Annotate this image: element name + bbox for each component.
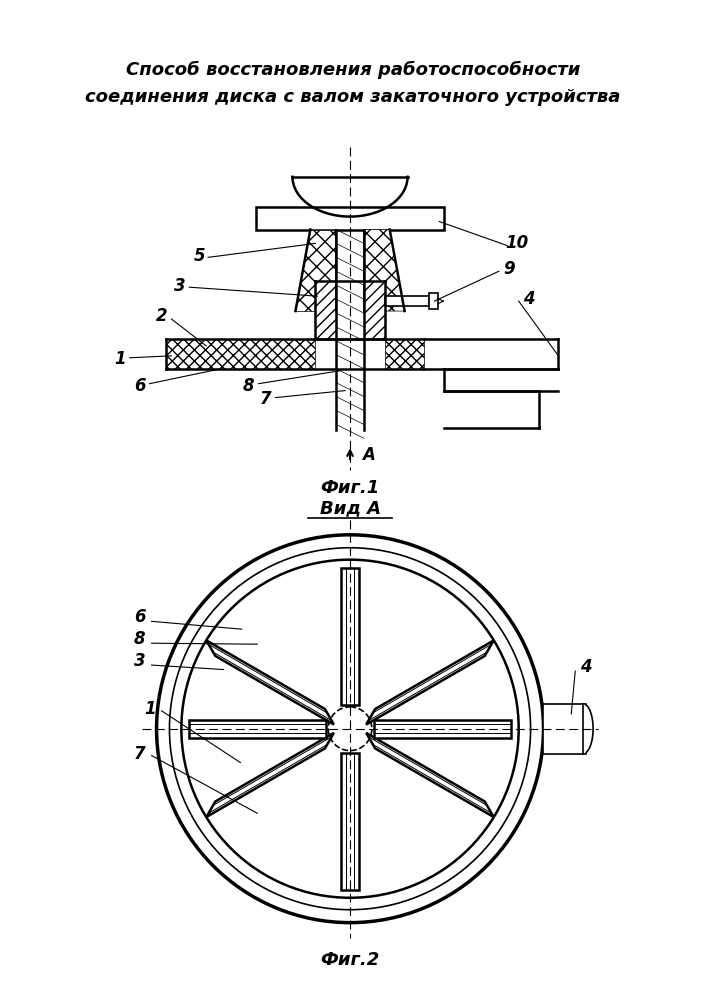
Polygon shape [364,230,404,311]
Text: Фиг.2: Фиг.2 [320,951,380,969]
Text: 6: 6 [134,377,146,395]
Polygon shape [385,339,424,369]
Text: 1: 1 [114,350,126,368]
Circle shape [156,535,544,923]
Polygon shape [206,640,334,725]
Text: А: А [362,446,375,464]
Polygon shape [341,568,359,705]
Text: 6: 6 [134,608,146,626]
Polygon shape [166,339,315,369]
Circle shape [328,707,372,751]
Text: 3: 3 [173,277,185,295]
Text: Способ восстановления работоспособности: Способ восстановления работоспособности [126,61,580,79]
Polygon shape [296,230,336,311]
Text: 10: 10 [505,234,528,252]
Text: 8: 8 [243,377,255,395]
Bar [256,207,444,230]
Bar [544,704,583,754]
Text: 7: 7 [260,390,271,408]
Text: Фиг.1: Фиг.1 [320,479,380,497]
Text: 2: 2 [156,307,168,325]
Bar [429,293,438,309]
Text: 3: 3 [134,652,146,670]
Polygon shape [189,720,326,738]
Text: 7: 7 [134,745,146,763]
Polygon shape [366,733,493,817]
Polygon shape [374,720,510,738]
Text: 5: 5 [194,247,205,265]
Text: 1: 1 [144,700,156,718]
Text: 8: 8 [134,630,146,648]
Circle shape [182,560,519,898]
Polygon shape [341,753,359,890]
Text: соединения диска с валом закаточного устройства: соединения диска с валом закаточного уст… [86,88,621,106]
Text: Вид А: Вид А [320,499,380,517]
Polygon shape [315,281,336,339]
Text: 9: 9 [503,260,515,278]
Polygon shape [364,281,385,339]
Text: 4: 4 [580,658,592,676]
Text: 4: 4 [522,290,534,308]
Polygon shape [206,733,334,817]
Bar [385,296,429,306]
Polygon shape [366,640,493,725]
Circle shape [170,548,530,910]
